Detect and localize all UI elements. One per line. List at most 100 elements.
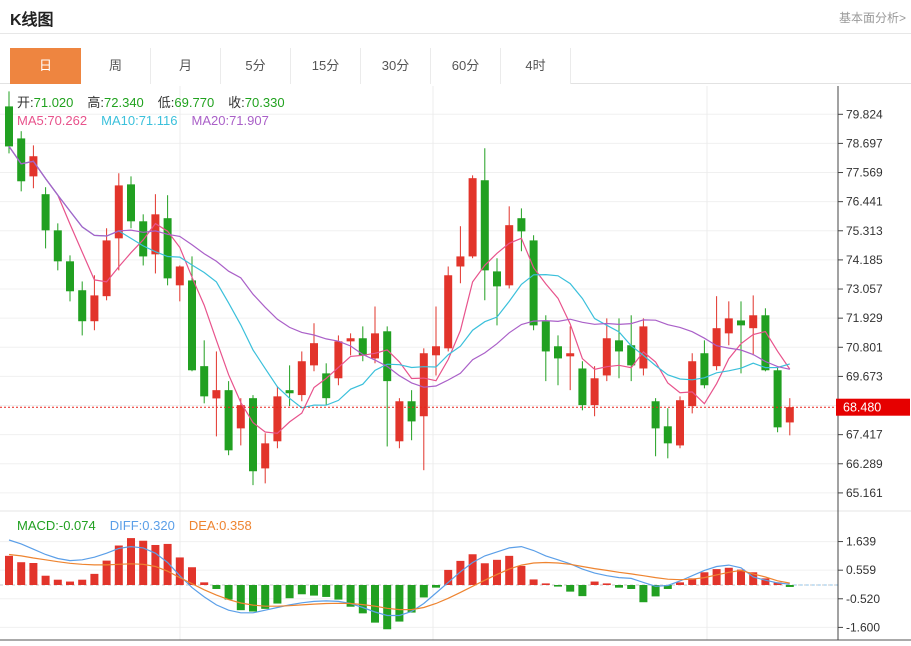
candle-39: [480, 180, 489, 271]
candle-63: [773, 370, 782, 428]
svg-text:-1.600: -1.600: [846, 620, 880, 634]
ohlc-legend-item-1: 高:72.340: [87, 95, 144, 110]
candle-44: [541, 321, 550, 352]
candle-36: [444, 275, 453, 349]
candle-13: [163, 218, 172, 279]
current-price-tag: 68.480: [836, 398, 910, 416]
tab-4时[interactable]: 4时: [501, 48, 571, 84]
candle-17: [212, 390, 221, 399]
candle-1: [17, 138, 26, 182]
svg-text:77.569: 77.569: [846, 166, 883, 180]
candle-20: [249, 398, 257, 472]
candle-14: [175, 266, 184, 286]
candle-15: [188, 280, 196, 371]
candle-6: [78, 290, 87, 322]
candle-27: [334, 341, 343, 379]
svg-text:76.441: 76.441: [846, 195, 883, 209]
macd-axis-labels: 1.639 0.559 -0.520 -1.600: [838, 535, 880, 634]
ma20-line: [8, 146, 790, 388]
candle-52: [639, 326, 648, 369]
tab-日[interactable]: 日: [10, 48, 81, 84]
fundamental-analysis-link[interactable]: 基本面分析>: [838, 11, 906, 25]
ma-legend: MA5:70.262 MA10:71.116 MA20:71.907: [17, 113, 283, 128]
candle-62: [761, 315, 770, 371]
candle-19: [236, 405, 245, 429]
tab-周[interactable]: 周: [81, 48, 151, 84]
tab-15分[interactable]: 15分: [291, 48, 361, 84]
candle-41: [505, 225, 514, 286]
ohlc-legend-item-0: 开:71.020: [17, 95, 74, 110]
candle-10: [127, 184, 135, 222]
candle-7: [90, 295, 99, 322]
macd-legend-item-0: MACD:-0.074: [17, 518, 96, 533]
candle-16: [200, 366, 209, 397]
candle-30: [371, 333, 379, 359]
macd-legend: MACD:-0.074 DIFF:0.320 DEA:0.358: [17, 518, 266, 533]
svg-text:-0.520: -0.520: [846, 592, 880, 606]
svg-text:79.824: 79.824: [846, 107, 883, 121]
svg-text:74.185: 74.185: [846, 253, 883, 267]
svg-text:73.057: 73.057: [846, 282, 883, 296]
candles: [5, 91, 794, 486]
candle-37: [456, 256, 465, 267]
candle-64: [785, 407, 794, 423]
candle-28: [346, 338, 355, 342]
ohlc-legend: 开:71.020 高:72.340 低:69.770 收:70.330: [17, 92, 299, 111]
candle-57: [700, 353, 709, 386]
candle-42: [517, 218, 526, 232]
candle-43: [529, 240, 538, 326]
candle-48: [590, 378, 599, 406]
ma-legend-item-0: MA5:70.262: [17, 113, 88, 128]
svg-text:78.697: 78.697: [846, 136, 883, 150]
macd-legend-item-1: DIFF:0.320: [109, 518, 175, 533]
macd-histogram: [5, 538, 794, 630]
candle-45: [554, 346, 562, 359]
candle-40: [493, 271, 501, 287]
dea-line: [8, 553, 790, 611]
candle-49: [602, 338, 611, 376]
header-divider: [0, 33, 911, 34]
candle-50: [615, 340, 623, 352]
candle-32: [395, 401, 404, 442]
candle-9: [114, 185, 123, 239]
candle-5: [66, 261, 74, 292]
candle-38: [468, 178, 477, 257]
svg-text:0.559: 0.559: [846, 563, 876, 577]
ohlc-legend-item-2: 低:69.770: [157, 95, 215, 110]
candle-58: [712, 328, 721, 367]
svg-text:1.639: 1.639: [846, 535, 876, 549]
period-tabbar: 日周月 5分 15分 30分 60分 4时: [10, 48, 571, 84]
tab-30分[interactable]: 30分: [361, 48, 431, 84]
candle-47: [578, 368, 587, 406]
ma-legend-item-1: MA10:71.116: [101, 113, 178, 128]
diff-line: [8, 539, 790, 617]
candle-26: [322, 373, 331, 399]
tab-60分[interactable]: 60分: [431, 48, 501, 84]
candle-21: [261, 443, 270, 469]
candle-4: [53, 230, 62, 262]
candle-33: [407, 401, 416, 422]
tab-月[interactable]: 月: [151, 48, 221, 84]
ma10-line: [8, 146, 790, 409]
candle-3: [41, 194, 50, 231]
candle-12: [151, 214, 160, 255]
candle-54: [663, 426, 672, 444]
svg-text:75.313: 75.313: [846, 224, 883, 238]
candle-35: [432, 346, 440, 356]
candle-23: [285, 390, 294, 394]
svg-text:69.673: 69.673: [846, 369, 883, 383]
candle-59: [724, 318, 733, 334]
svg-text:70.801: 70.801: [846, 340, 883, 354]
svg-text:71.929: 71.929: [846, 311, 883, 325]
candle-61: [749, 315, 758, 329]
svg-text:68.480: 68.480: [843, 401, 881, 415]
candle-31: [383, 331, 392, 382]
svg-text:67.417: 67.417: [846, 428, 883, 442]
candle-55: [676, 400, 684, 446]
page-title: K线图: [10, 12, 54, 29]
ma-legend-item-2: MA20:71.907: [191, 113, 269, 128]
tab-5分[interactable]: 5分: [221, 48, 291, 84]
candle-22: [273, 396, 282, 442]
macd-legend-item-2: DEA:0.358: [188, 518, 252, 533]
